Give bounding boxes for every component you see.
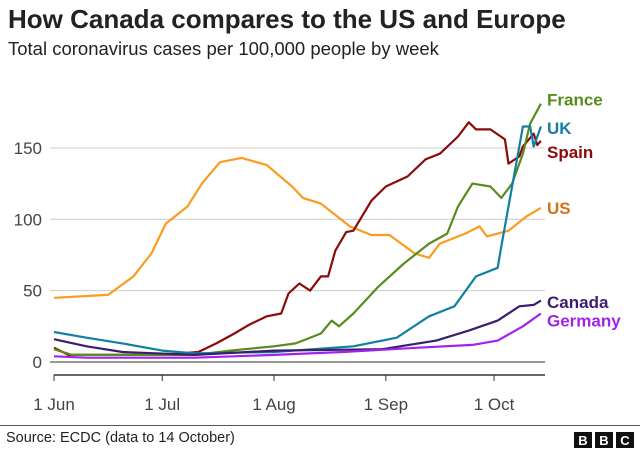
bbc-logo-b1: B bbox=[574, 432, 592, 448]
line-chart: 0 50 100 150 1 Jun 1 Jul 1 Aug 1 Sep 1 Oct US Sp… bbox=[14, 90, 622, 414]
x-axis: 1 Jun 1 Jul 1 Aug 1 Sep 1 Oct bbox=[33, 374, 545, 414]
bbc-logo-b2: B bbox=[595, 432, 613, 448]
y-tick-label: 0 bbox=[33, 353, 42, 372]
series-line-spain bbox=[53, 121, 542, 356]
x-tick-label: 1 Aug bbox=[252, 395, 296, 414]
y-axis: 0 50 100 150 bbox=[14, 139, 42, 372]
series-label-us: US bbox=[547, 199, 571, 218]
series-label-canada: Canada bbox=[547, 293, 609, 312]
x-tick-label: 1 Jun bbox=[33, 395, 75, 414]
gridlines bbox=[50, 147, 545, 363]
series-line-us bbox=[53, 156, 542, 299]
chart-subtitle: Total coronavirus cases per 100,000 peop… bbox=[8, 38, 439, 59]
chart-title: How Canada compares to the US and Europe bbox=[8, 4, 566, 34]
series-line-germany bbox=[53, 312, 542, 359]
bbc-logo-c: C bbox=[616, 432, 634, 448]
series-label-germany: Germany bbox=[547, 312, 621, 331]
y-tick-label: 150 bbox=[14, 139, 42, 158]
series-label-france: France bbox=[547, 90, 603, 109]
series-label-uk: UK bbox=[547, 119, 572, 138]
series-lines bbox=[53, 103, 542, 359]
x-tick-label: 1 Oct bbox=[474, 395, 515, 414]
x-tick-label: 1 Sep bbox=[364, 395, 408, 414]
x-tick-label: 1 Jul bbox=[144, 395, 180, 414]
source-note: Source: ECDC (data to 14 October) bbox=[6, 430, 235, 446]
y-tick-label: 50 bbox=[23, 282, 42, 301]
footer-divider bbox=[0, 425, 640, 426]
series-line-uk bbox=[53, 125, 542, 355]
y-tick-label: 100 bbox=[14, 210, 42, 229]
series-line-france bbox=[53, 103, 542, 356]
series-label-spain: Spain bbox=[547, 143, 593, 162]
bbc-logo: B B C bbox=[574, 432, 634, 448]
series-line-canada bbox=[53, 299, 542, 356]
